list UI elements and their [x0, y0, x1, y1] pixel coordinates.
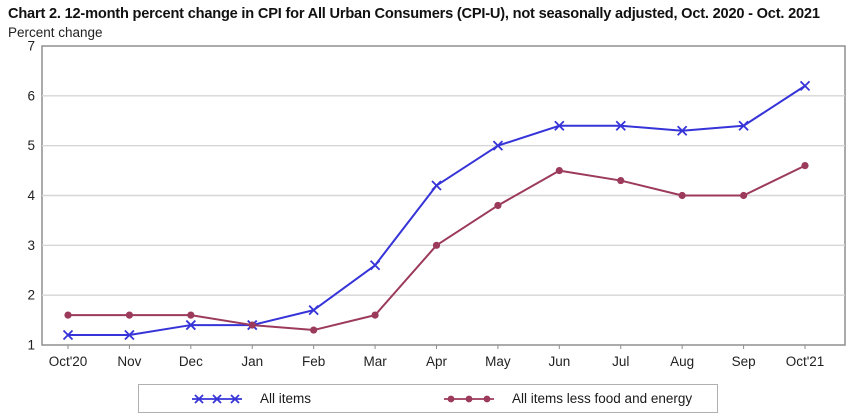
x-tick-label: Apr [426, 354, 448, 369]
x-tick-label: Jun [548, 354, 570, 369]
data-point-dot-marker [187, 311, 195, 319]
data-point-x-marker [554, 120, 565, 131]
data-point-dot-marker [555, 166, 563, 175]
all-items-line-marker-icon [192, 393, 242, 404]
data-point-x-marker [492, 140, 504, 151]
data-point-x-marker [615, 120, 626, 131]
data-point-x-marker [799, 80, 811, 92]
legend-item-core: All items less food and energy [443, 391, 692, 406]
data-point-x-marker [431, 180, 442, 191]
data-point-x-marker [738, 120, 749, 131]
data-point-dot-marker [310, 326, 318, 334]
data-point-dot-marker [494, 201, 502, 210]
x-tick-label: Aug [670, 354, 694, 369]
legend: All items All items less food and energy [138, 384, 718, 413]
data-point-dot-marker [64, 311, 72, 319]
x-tick-label: Sep [732, 354, 756, 369]
data-point-dot-marker [617, 176, 625, 185]
legend-item-all-items: All items [191, 391, 311, 406]
data-point-x-marker [308, 304, 319, 316]
x-tick-label: Nov [117, 354, 141, 369]
x-tick-label: Jul [612, 354, 629, 369]
data-point-dot-marker [125, 311, 134, 319]
y-tick-label: 3 [27, 238, 35, 253]
y-tick-label: 2 [27, 288, 35, 303]
y-axis-unit-label: Percent change [8, 25, 103, 40]
data-point-x-marker [62, 329, 74, 341]
core-line-marker-icon [444, 395, 495, 402]
x-tick-label: Dec [179, 354, 203, 369]
legend-label-all-items: All items [260, 391, 312, 406]
y-tick-label: 6 [27, 88, 35, 103]
x-tick-label: Oct'20 [49, 354, 88, 369]
data-point-dot-marker [248, 321, 256, 329]
legend-label-core: All items less food and energy [512, 391, 693, 406]
x-tick-label: Oct'21 [786, 354, 825, 369]
data-point-dot-marker [371, 311, 379, 319]
x-tick-label: Mar [363, 354, 387, 369]
data-point-dot-marker [432, 241, 441, 249]
data-point-dot-marker [801, 162, 809, 170]
chart-title: Chart 2. 12-month percent change in CPI … [8, 6, 820, 22]
data-point-dot-marker [739, 191, 748, 200]
data-point-x-marker [677, 125, 688, 136]
data-point-x-marker [185, 319, 196, 331]
y-tick-label: 4 [27, 188, 35, 203]
data-point-x-marker [369, 260, 381, 271]
x-tick-label: Feb [302, 354, 325, 369]
data-point-x-marker [124, 329, 135, 341]
y-tick-label: 1 [27, 338, 35, 353]
data-point-dot-marker [678, 191, 686, 200]
y-tick-label: 5 [27, 138, 35, 153]
x-tick-label: May [485, 354, 511, 369]
y-tick-label: 7 [27, 39, 35, 54]
x-tick-label: Jan [241, 354, 263, 369]
